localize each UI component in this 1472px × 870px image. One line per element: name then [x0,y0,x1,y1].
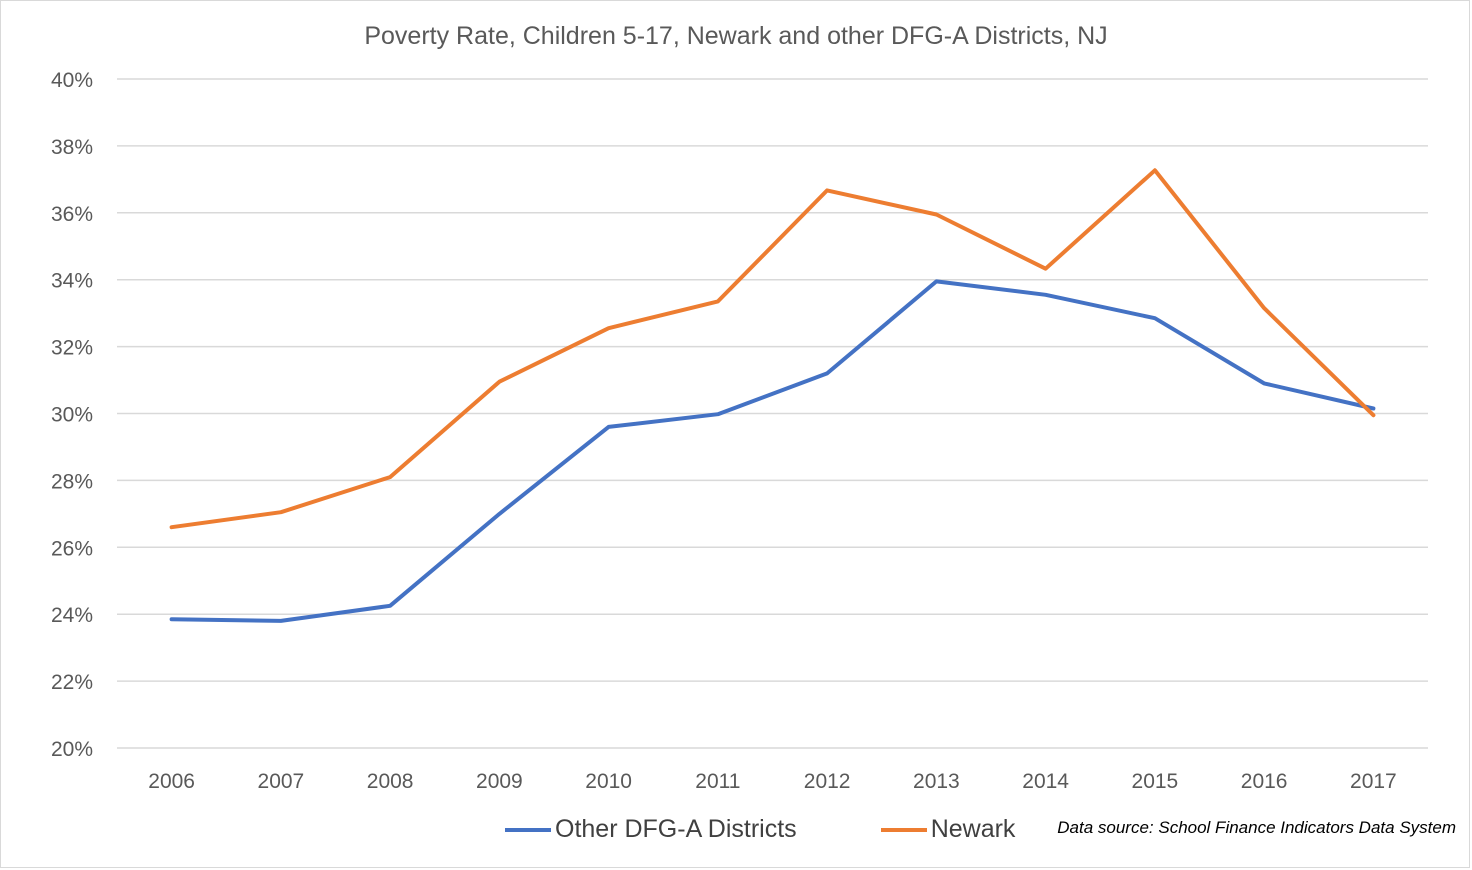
y-tick-label: 36% [51,203,93,226]
x-tick-label-2007: 2007 [258,770,305,793]
y-tick-label: 32% [51,337,93,360]
y-tick-label: 34% [51,270,93,293]
legend-item-newark: Newark [880,815,1016,844]
y-tick-label: 28% [51,470,93,493]
y-tick-label: 22% [51,671,93,694]
series-line-other-dfg-a-districts [169,279,1376,623]
x-tick-label-2015: 2015 [1132,770,1179,793]
x-tick-label-2009: 2009 [476,770,523,793]
legend-item-other-dfg-a: Other DFG-A Districts [505,815,797,844]
data-source-note: Data source: School Finance Indicators D… [1057,818,1456,837]
x-tick-label-2013: 2013 [913,770,960,793]
legend-swatch-newark [880,827,927,832]
chart-title: Poverty Rate, Children 5-17, Newark and … [364,22,1108,50]
legend-label-other-dfg-a: Other DFG-A Districts [555,815,797,843]
x-tick-label-2011: 2011 [695,770,740,793]
y-tick-label: 26% [51,537,93,560]
y-tick-label: 20% [51,738,93,761]
y-tick-label: 30% [51,404,93,427]
x-tick-label-2010: 2010 [585,770,632,793]
x-tick-label-2014: 2014 [1022,770,1069,793]
x-tick-label-2006: 2006 [148,770,195,793]
series-line-newark [169,168,1376,530]
y-tick-label: 24% [51,604,93,627]
y-tick-label: 40% [51,69,93,92]
y-tick-label: 38% [51,136,93,159]
x-tick-label-2016: 2016 [1241,770,1288,793]
legend-label-newark: Newark [930,815,1016,843]
x-tick-label-2012: 2012 [804,770,851,793]
legend-swatch-other-dfg-a [505,827,551,832]
x-tick-label-2008: 2008 [367,770,414,793]
x-tick-label-2017: 2017 [1350,770,1397,793]
legend: Other DFG-A Districts Newark [505,815,1021,844]
